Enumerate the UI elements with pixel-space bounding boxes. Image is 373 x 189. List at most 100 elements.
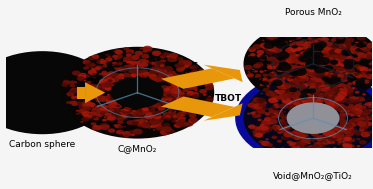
Ellipse shape [123, 48, 126, 50]
Ellipse shape [155, 75, 158, 76]
Ellipse shape [367, 131, 372, 134]
Ellipse shape [311, 65, 316, 68]
Ellipse shape [352, 108, 358, 112]
Ellipse shape [297, 141, 300, 143]
Ellipse shape [308, 32, 316, 37]
Ellipse shape [309, 60, 313, 63]
Ellipse shape [133, 64, 139, 68]
Ellipse shape [289, 105, 294, 108]
Ellipse shape [182, 89, 186, 92]
Ellipse shape [188, 118, 197, 123]
Ellipse shape [311, 70, 313, 71]
Ellipse shape [347, 144, 355, 149]
Ellipse shape [167, 92, 175, 97]
Ellipse shape [181, 108, 184, 110]
Ellipse shape [244, 77, 373, 160]
Ellipse shape [300, 79, 303, 81]
Ellipse shape [351, 138, 355, 140]
Ellipse shape [365, 74, 373, 79]
Ellipse shape [306, 62, 314, 67]
Ellipse shape [160, 96, 168, 101]
Ellipse shape [96, 60, 104, 64]
Ellipse shape [143, 72, 150, 76]
Ellipse shape [338, 138, 343, 141]
Ellipse shape [316, 78, 322, 81]
Ellipse shape [295, 80, 300, 83]
Ellipse shape [97, 108, 106, 113]
Ellipse shape [256, 50, 264, 54]
Ellipse shape [275, 100, 279, 102]
Ellipse shape [258, 140, 264, 143]
Ellipse shape [110, 109, 113, 111]
Ellipse shape [155, 68, 163, 73]
Ellipse shape [100, 59, 103, 61]
Ellipse shape [292, 146, 300, 150]
Ellipse shape [179, 100, 188, 105]
Ellipse shape [329, 131, 335, 135]
Ellipse shape [350, 139, 355, 142]
Ellipse shape [151, 113, 155, 115]
Ellipse shape [321, 37, 329, 42]
Ellipse shape [278, 83, 287, 88]
Ellipse shape [133, 75, 136, 77]
Ellipse shape [312, 79, 317, 82]
Ellipse shape [189, 114, 197, 118]
Ellipse shape [69, 90, 73, 93]
Ellipse shape [160, 64, 165, 67]
Ellipse shape [113, 124, 117, 127]
Ellipse shape [319, 40, 328, 44]
Ellipse shape [335, 125, 339, 127]
Ellipse shape [116, 105, 120, 107]
Ellipse shape [330, 102, 335, 105]
Ellipse shape [332, 37, 337, 39]
Ellipse shape [162, 67, 165, 69]
Ellipse shape [362, 47, 371, 53]
Ellipse shape [270, 118, 273, 119]
Ellipse shape [330, 66, 333, 67]
Ellipse shape [321, 67, 327, 71]
Ellipse shape [311, 44, 323, 51]
Ellipse shape [326, 72, 329, 74]
Ellipse shape [352, 122, 355, 124]
Ellipse shape [329, 79, 336, 83]
Ellipse shape [107, 108, 115, 112]
Ellipse shape [324, 132, 332, 136]
Ellipse shape [271, 147, 275, 150]
Ellipse shape [343, 75, 351, 80]
Ellipse shape [310, 63, 314, 65]
Ellipse shape [347, 82, 353, 85]
Ellipse shape [154, 111, 157, 113]
Ellipse shape [152, 102, 161, 108]
Ellipse shape [285, 47, 294, 53]
Ellipse shape [162, 126, 172, 132]
Ellipse shape [283, 28, 288, 30]
Ellipse shape [357, 117, 365, 122]
Ellipse shape [292, 54, 302, 60]
Ellipse shape [344, 132, 348, 134]
Ellipse shape [304, 41, 313, 46]
Ellipse shape [330, 91, 336, 94]
Ellipse shape [322, 136, 328, 139]
Ellipse shape [318, 59, 320, 61]
Ellipse shape [328, 57, 331, 59]
Ellipse shape [301, 93, 309, 98]
Ellipse shape [127, 53, 132, 56]
Ellipse shape [188, 77, 198, 83]
Ellipse shape [316, 101, 323, 105]
Ellipse shape [291, 94, 301, 100]
Ellipse shape [112, 109, 120, 113]
Ellipse shape [182, 106, 191, 111]
Ellipse shape [341, 140, 352, 146]
Ellipse shape [78, 73, 87, 79]
Ellipse shape [143, 75, 147, 77]
Ellipse shape [150, 68, 154, 70]
Ellipse shape [158, 77, 166, 82]
Ellipse shape [266, 91, 275, 97]
Ellipse shape [291, 42, 300, 47]
Ellipse shape [91, 105, 95, 108]
Ellipse shape [91, 68, 95, 70]
Ellipse shape [158, 71, 168, 77]
Ellipse shape [101, 70, 107, 74]
Ellipse shape [73, 73, 76, 74]
Ellipse shape [297, 102, 300, 104]
